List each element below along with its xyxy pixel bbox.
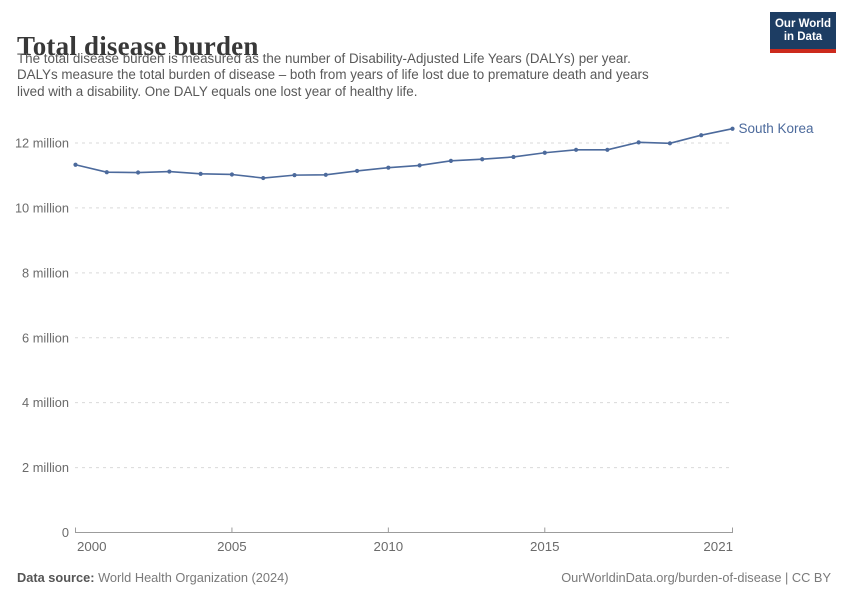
x-axis-tick-label: 2015 (530, 539, 560, 554)
data-point (699, 133, 704, 138)
data-source-label: Data source: (17, 570, 95, 585)
data-point (511, 154, 516, 160)
owid-logo: Our World in Data (770, 12, 836, 53)
footer-license: | CC BY (781, 570, 831, 585)
chart-subtitle-line: DALYs measure the total burden of diseas… (17, 67, 649, 83)
data-point (730, 126, 735, 131)
data-point (605, 147, 610, 152)
data-point (386, 165, 391, 170)
chart-subtitle-line: The total disease burden is measured as … (17, 51, 631, 66)
footer-citation: OurWorldinData.org/burden-of-disease | C… (561, 570, 831, 585)
data-point (417, 163, 422, 168)
data-point (323, 172, 328, 177)
data-point (135, 170, 141, 175)
series-end-label: South Korea (739, 121, 815, 136)
x-axis-tick-label: 2021 (703, 539, 733, 554)
data-point (354, 168, 360, 174)
owid-logo-line2: in Data (783, 30, 823, 43)
x-axis-tick-label: 2005 (217, 539, 247, 554)
data-point (292, 173, 297, 178)
data-point (229, 172, 235, 177)
chart-title: Total disease burden (17, 31, 259, 62)
data-point (667, 141, 673, 146)
data-point (167, 169, 172, 174)
data-point (542, 150, 547, 155)
data-point (73, 162, 78, 167)
data-point (448, 158, 454, 163)
chart-subtitle: The total disease burden is measured as … (17, 51, 649, 100)
data-point (573, 147, 579, 152)
y-axis-tick-label: 8 million (22, 265, 69, 280)
y-axis-tick-label: 0 (62, 525, 69, 540)
data-point (104, 170, 109, 175)
x-axis-tick-label: 2000 (77, 539, 107, 554)
data-source-text: World Health Organization (2024) (94, 570, 289, 585)
data-line (75, 127, 733, 179)
y-axis-tick-label: 2 million (22, 460, 69, 475)
data-source-note: Data source: World Health Organization (… (17, 570, 288, 585)
data-point (480, 157, 485, 162)
data-point (261, 175, 266, 181)
data-point (636, 140, 641, 145)
owid-logo-line1: Our World (774, 17, 831, 30)
y-axis-tick-label: 10 million (15, 200, 69, 215)
y-axis-tick-label: 12 million (15, 136, 69, 151)
y-axis-tick-label: 6 million (22, 330, 69, 345)
chart-subtitle-line: lived with a disability. One DALY equals… (17, 83, 418, 99)
footer-link[interactable]: OurWorldinData.org/burden-of-disease (561, 570, 782, 585)
data-point (198, 171, 203, 176)
x-axis-tick-label: 2010 (374, 539, 404, 554)
y-axis-tick-label: 4 million (22, 395, 69, 410)
